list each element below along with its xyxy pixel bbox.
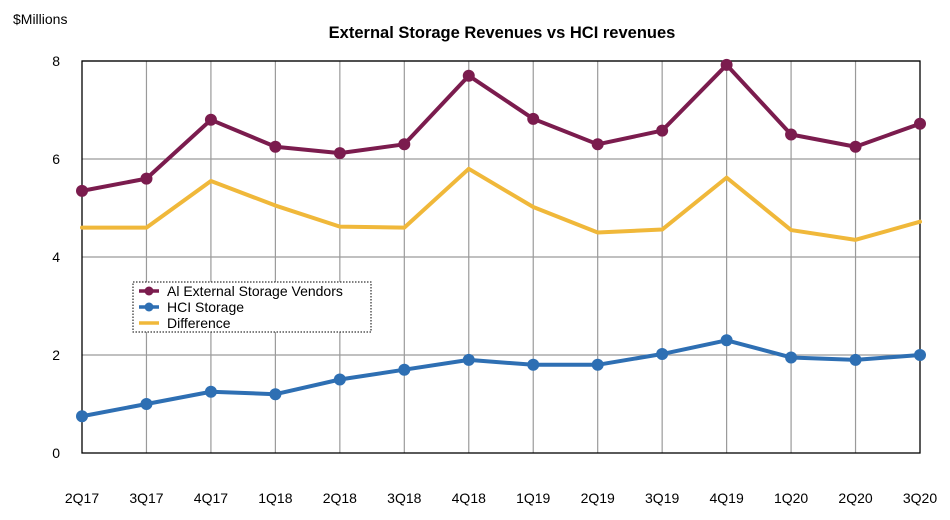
data-point (527, 358, 540, 371)
series-line (80, 166, 922, 242)
data-point (656, 348, 669, 361)
x-tick-label: 2Q19 (581, 490, 615, 506)
data-point (204, 385, 217, 398)
data-point (140, 172, 153, 185)
x-tick-label: 3Q20 (903, 490, 937, 506)
plot-frame (81, 60, 921, 454)
legend-label: Difference (167, 315, 231, 331)
x-tick-label: 2Q17 (65, 490, 99, 506)
data-point (914, 117, 926, 130)
x-tick-label: 2Q18 (323, 490, 357, 506)
data-point (720, 334, 733, 347)
y-tick-label: 0 (52, 445, 60, 461)
data-point (462, 69, 475, 82)
data-point (140, 398, 153, 410)
y-tick-label: 8 (52, 53, 60, 69)
data-point (720, 58, 733, 71)
data-point (591, 138, 604, 151)
data-point (398, 138, 411, 151)
y-tick-label: 2 (52, 347, 60, 363)
plot-area: 0 2 4 6 8 2Q17 3Q17 4Q17 1Q18 2Q18 3Q18 4Q18 1Q19 2Q1… (52, 53, 937, 506)
x-tick-label: 1Q20 (774, 490, 808, 506)
data-point (462, 353, 475, 366)
y-tick-label: 4 (52, 249, 60, 265)
data-point (333, 373, 346, 386)
legend-swatch-marker (144, 286, 154, 296)
data-point (785, 351, 798, 364)
chart-title: External Storage Revenues vs HCI revenue… (329, 24, 676, 42)
data-point (269, 388, 282, 401)
y-axis-unit-label: $Millions (13, 11, 67, 27)
x-tick-label: 1Q19 (516, 490, 550, 506)
legend-label: HCI Storage (167, 299, 244, 315)
data-point (785, 128, 798, 141)
data-point (76, 184, 88, 197)
x-tick-label: 4Q19 (709, 490, 743, 506)
data-point (656, 124, 669, 137)
y-tick-label: 6 (52, 151, 60, 167)
data-point (269, 140, 282, 153)
data-point (849, 140, 862, 153)
data-point (333, 147, 346, 160)
data-point (914, 349, 926, 361)
x-tick-label: 4Q18 (452, 490, 486, 506)
x-tick-label: 4Q17 (194, 490, 228, 506)
legend-box (132, 281, 372, 333)
x-tick-label: 1Q18 (258, 490, 292, 506)
x-tick-label: 3Q17 (129, 490, 163, 506)
data-point (849, 353, 862, 366)
data-point (527, 112, 540, 125)
series-line (80, 338, 922, 419)
data-point (591, 358, 604, 371)
legend-swatch-marker (144, 302, 154, 312)
data-point (204, 113, 217, 126)
data-point (398, 363, 411, 376)
data-point (76, 410, 88, 423)
x-tick-label: 3Q18 (387, 490, 421, 506)
x-tick-label: 3Q19 (645, 490, 679, 506)
series-line (80, 62, 922, 193)
x-tick-label: 2Q20 (838, 490, 872, 506)
legend-label: Al External Storage Vendors (167, 283, 343, 299)
